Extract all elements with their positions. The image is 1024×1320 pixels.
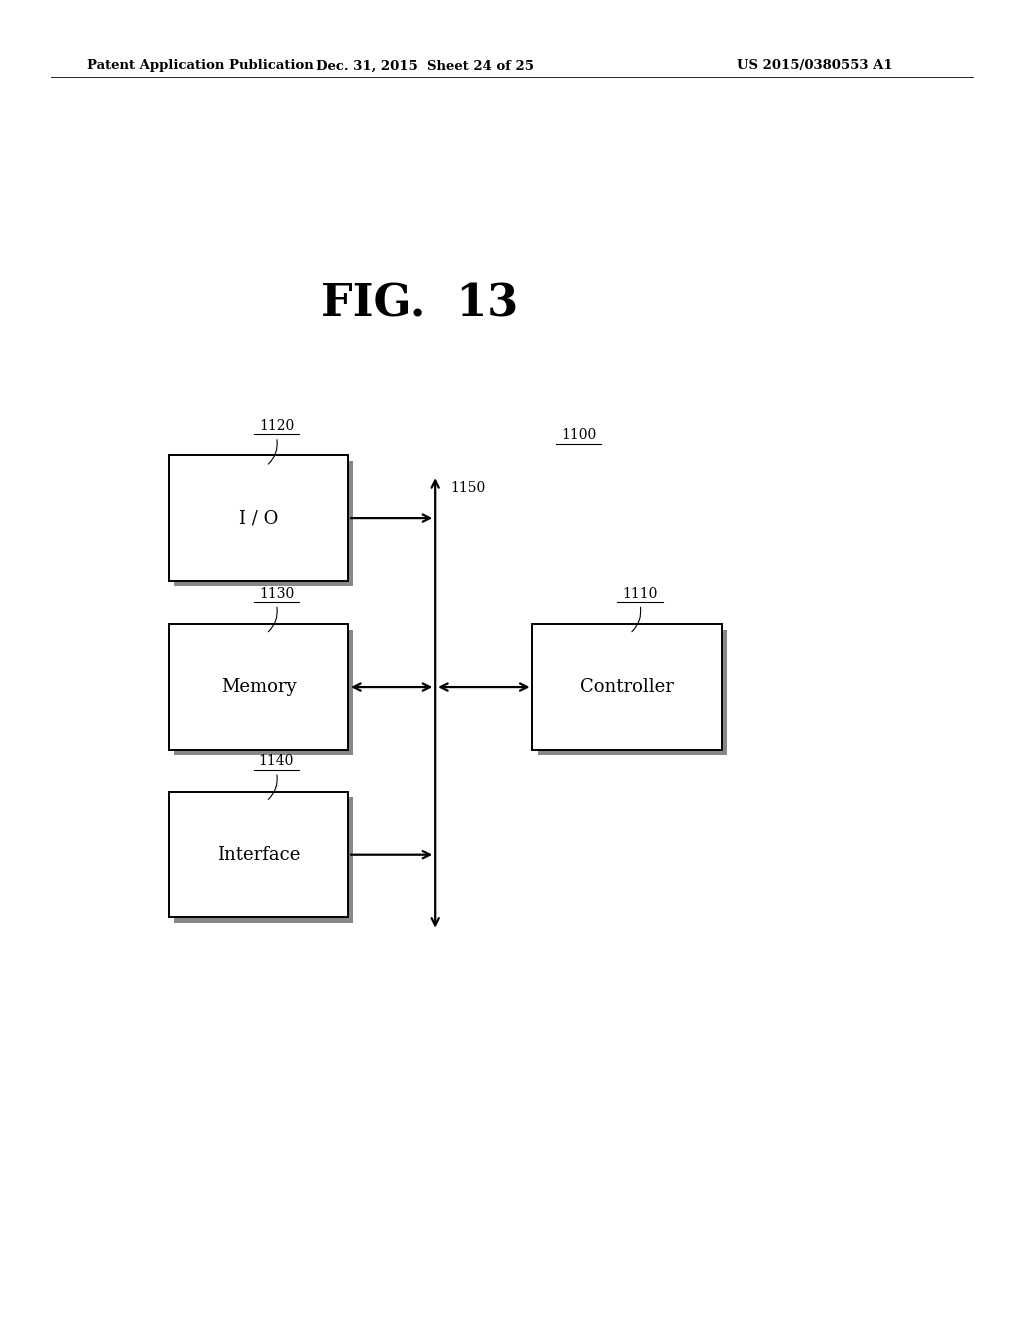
Text: 1120: 1120 — [259, 418, 294, 433]
Text: US 2015/0380553 A1: US 2015/0380553 A1 — [737, 59, 893, 73]
Bar — [169, 455, 348, 581]
Bar — [174, 461, 353, 586]
Text: Interface: Interface — [217, 846, 300, 863]
Bar — [532, 624, 722, 750]
Text: Dec. 31, 2015  Sheet 24 of 25: Dec. 31, 2015 Sheet 24 of 25 — [316, 59, 534, 73]
Text: I / O: I / O — [239, 510, 279, 527]
Bar — [174, 797, 353, 923]
Bar — [174, 630, 353, 755]
Text: 1140: 1140 — [259, 754, 294, 768]
Text: 1150: 1150 — [451, 480, 485, 495]
Text: Memory: Memory — [221, 678, 296, 696]
Text: Controller: Controller — [581, 678, 674, 696]
Text: FIG.  13: FIG. 13 — [322, 282, 518, 325]
Bar — [169, 624, 348, 750]
Text: 1130: 1130 — [259, 586, 294, 601]
Bar — [538, 630, 727, 755]
Bar — [169, 792, 348, 917]
Text: Patent Application Publication: Patent Application Publication — [87, 59, 313, 73]
Text: 1110: 1110 — [623, 586, 657, 601]
Text: 1100: 1100 — [561, 428, 596, 442]
